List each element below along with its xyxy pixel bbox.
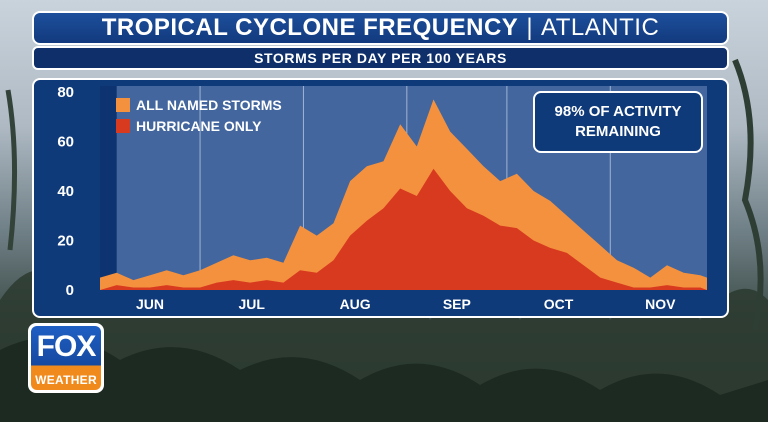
y-tick-label: 80 <box>57 84 74 101</box>
logo-text-fox: FOX <box>36 330 97 363</box>
legend-swatch-hurricane <box>116 118 130 133</box>
legend: ALL NAMED STORMS HURRICANE ONLY <box>116 94 282 136</box>
x-tick-label: JUN <box>136 296 164 312</box>
y-tick-label: 0 <box>66 282 74 299</box>
x-tick-label: OCT <box>544 296 574 312</box>
elapsed-region <box>100 86 117 290</box>
callout-line-2: REMAINING <box>575 123 661 140</box>
subtitle-bar: STORMS PER DAY PER 100 YEARS <box>32 46 729 70</box>
x-tick-label: SEP <box>443 296 471 312</box>
activity-callout: 98% OF ACTIVITY REMAINING <box>533 91 703 153</box>
legend-label-hurricane: HURRICANE ONLY <box>136 117 262 134</box>
legend-label-all-named: ALL NAMED STORMS <box>136 96 282 113</box>
legend-item-hurricane: HURRICANE ONLY <box>116 115 282 136</box>
x-tick-label: NOV <box>645 296 676 312</box>
x-tick-label: JUL <box>239 296 266 312</box>
logo-text-weather: WEATHER <box>35 373 97 387</box>
chart-title: TROPICAL CYCLONE FREQUENCY <box>101 14 519 41</box>
title-separator: | <box>526 14 534 41</box>
chart-panel: 0 20 40 60 80 JUN JUL AUG SEP OCT NOV ALL NAMED ST… <box>32 78 729 318</box>
x-tick-label: AUG <box>340 296 371 312</box>
fox-weather-logo: FOX WEATHER <box>28 323 104 393</box>
legend-item-all-named: ALL NAMED STORMS <box>116 94 282 115</box>
callout-line-1: 98% OF ACTIVITY <box>554 103 682 120</box>
chart-region: ATLANTIC <box>541 14 660 41</box>
logo-badge: FOX WEATHER <box>31 326 101 390</box>
chart-subtitle: STORMS PER DAY PER 100 YEARS <box>254 50 507 66</box>
legend-swatch-all-named <box>116 97 130 112</box>
y-tick-label: 60 <box>57 134 74 151</box>
y-tick-label: 40 <box>57 183 74 200</box>
title-bar: TROPICAL CYCLONE FREQUENCY | ATLANTIC <box>32 11 729 45</box>
y-tick-label: 20 <box>57 233 74 250</box>
series-area-hurricane <box>100 168 707 290</box>
